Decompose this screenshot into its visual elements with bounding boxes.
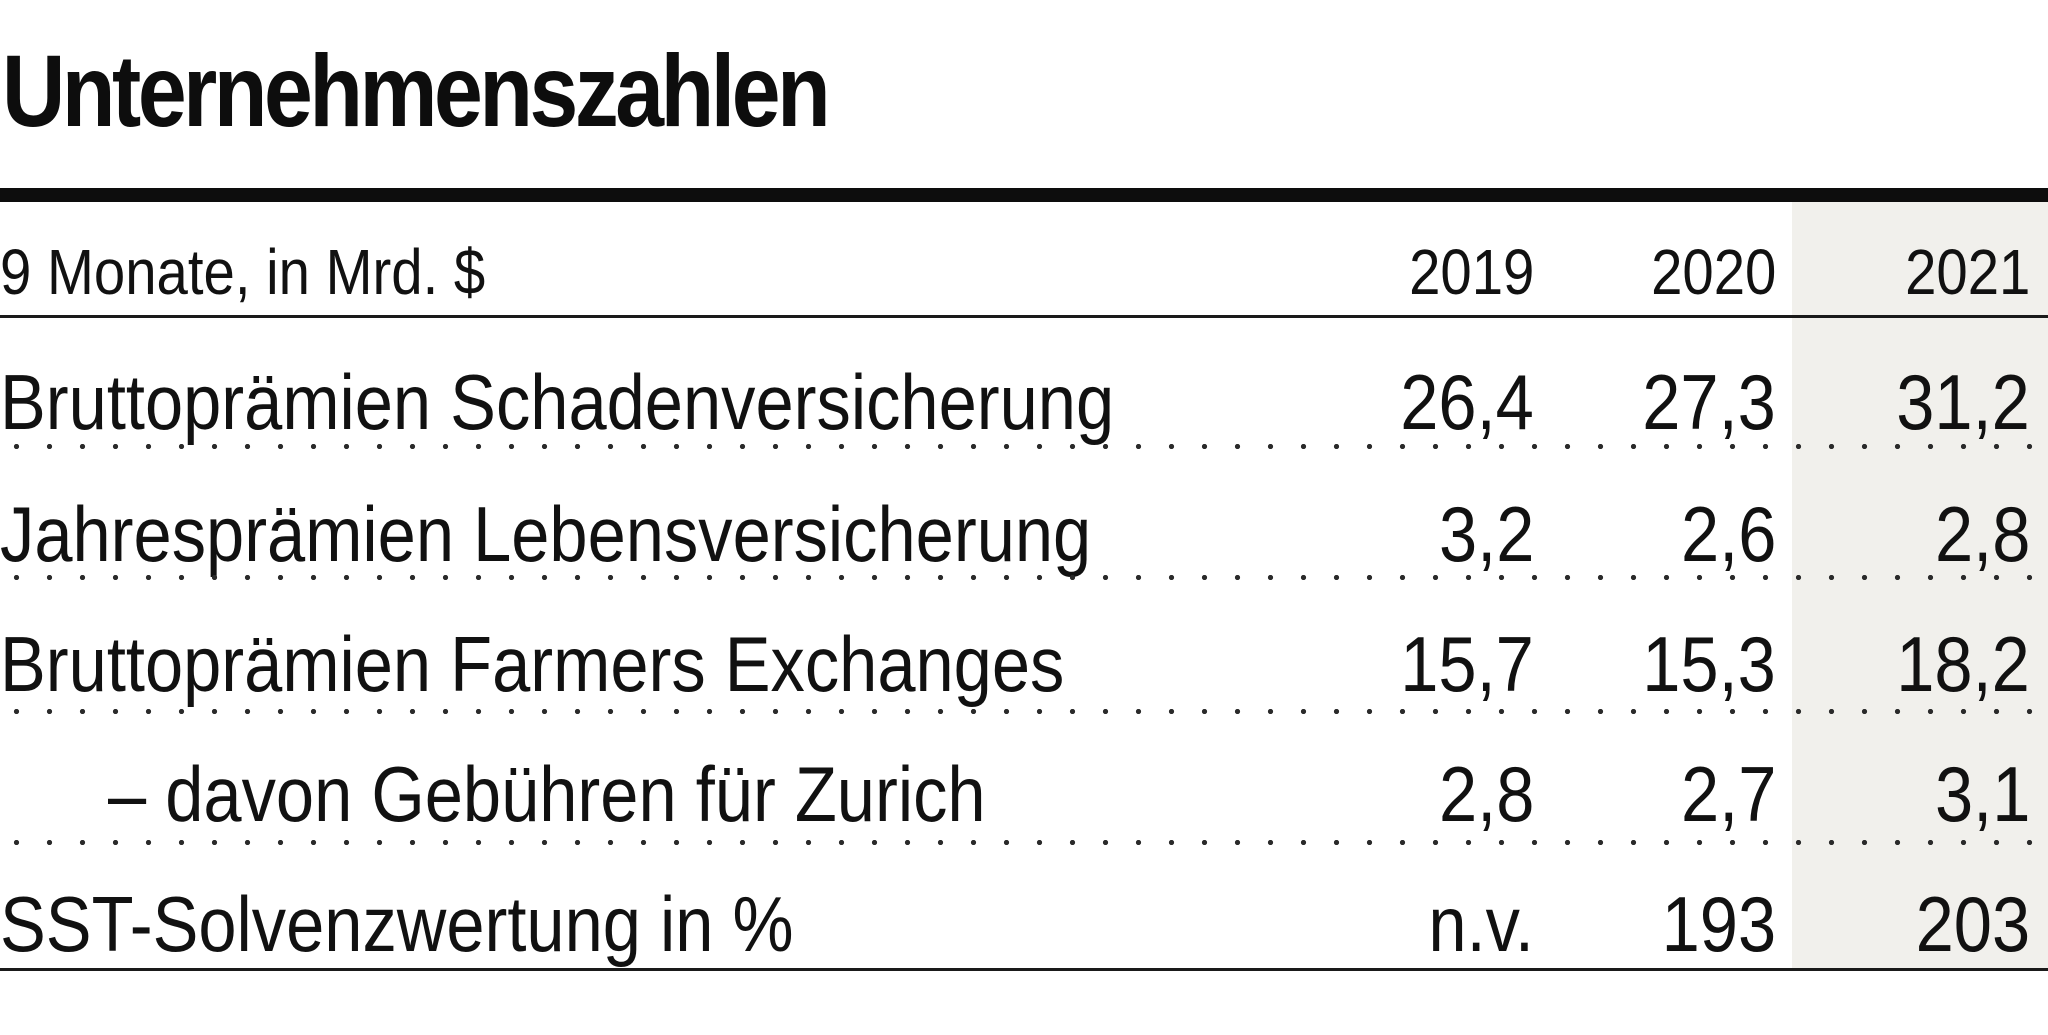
table-title: Unternehmenszahlen xyxy=(2,40,827,142)
top-rule xyxy=(0,188,2048,202)
row-label: Bruttoprämien Farmers Exchanges xyxy=(0,625,1064,703)
row-label: SST-Solvenzwertung in % xyxy=(0,885,794,963)
row-label-sub-item: – davon Gebühren für Zurich xyxy=(108,755,986,833)
value-2019: 2,8 xyxy=(1439,755,1534,833)
value-2021: 18,2 xyxy=(1896,625,2030,703)
year-header-2020: 2020 xyxy=(1651,240,1776,304)
dotted-separator xyxy=(0,840,2048,845)
value-2020: 2,6 xyxy=(1681,495,1776,573)
value-2019: 26,4 xyxy=(1400,363,1534,441)
value-2021: 2,8 xyxy=(1935,495,2030,573)
bottom-rule xyxy=(0,968,2048,971)
value-2020: 15,3 xyxy=(1642,625,1776,703)
row-label: Bruttoprämien Schadenversicherung xyxy=(0,363,1114,441)
dotted-separator xyxy=(0,709,2048,714)
header-rule xyxy=(0,315,2048,318)
value-2021: 31,2 xyxy=(1896,363,2030,441)
value-2020: 27,3 xyxy=(1642,363,1776,441)
value-2019: 15,7 xyxy=(1400,625,1534,703)
year-header-2021: 2021 xyxy=(1905,240,2030,304)
value-2021: 203 xyxy=(1915,885,2030,963)
value-2019: n.v. xyxy=(1428,885,1534,963)
value-2021: 3,1 xyxy=(1935,755,2030,833)
dotted-separator xyxy=(0,444,2048,449)
value-2020: 193 xyxy=(1661,885,1776,963)
value-2020: 2,7 xyxy=(1681,755,1776,833)
unit-label: 9 Monate, in Mrd. $ xyxy=(0,240,485,304)
year-header-2019: 2019 xyxy=(1409,240,1534,304)
row-label: Jahresprämien Lebensversicherung xyxy=(0,495,1091,573)
dotted-separator xyxy=(0,575,2048,580)
value-2019: 3,2 xyxy=(1439,495,1534,573)
